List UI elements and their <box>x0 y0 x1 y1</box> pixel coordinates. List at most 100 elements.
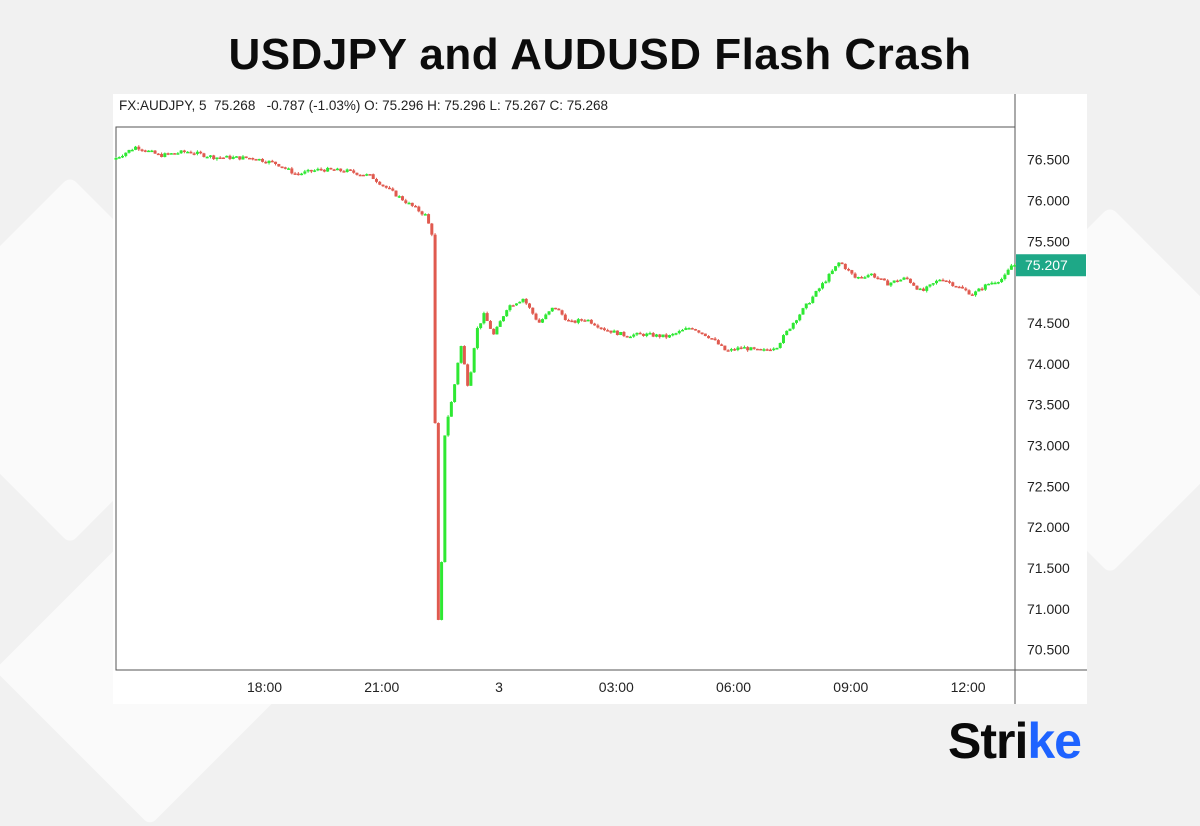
candle-body <box>567 319 571 322</box>
candlestick-chart[interactable]: 76.500 76.000 75.500 74.500 74.000 73.500 73.0… <box>113 94 1087 704</box>
candle-body <box>182 150 186 153</box>
candle-body <box>609 330 613 333</box>
candle-body <box>570 320 574 323</box>
candle-body <box>892 280 896 283</box>
candle-body <box>387 187 391 190</box>
candle-body <box>713 338 717 341</box>
candle-body <box>339 168 343 172</box>
candle-body <box>270 160 274 163</box>
x-tick-label: 03:00 <box>599 679 634 695</box>
candle-body <box>990 282 994 285</box>
candle-body <box>1003 274 1007 279</box>
candle-body <box>908 278 912 283</box>
candle-body <box>856 277 860 279</box>
candle-body <box>290 168 294 174</box>
candle-body <box>941 279 945 282</box>
candle-body <box>866 275 870 278</box>
candle-body <box>264 161 268 164</box>
candle-body <box>202 153 206 157</box>
candle-body <box>433 234 437 424</box>
candle-body <box>199 151 203 154</box>
candle-body <box>391 188 395 191</box>
y-tick-label: 76.000 <box>1027 192 1070 208</box>
candle-body <box>420 211 424 215</box>
candle-body <box>492 328 496 335</box>
candle-body <box>589 319 593 324</box>
brand-logo: Strike <box>948 712 1082 770</box>
candle-body <box>521 298 525 302</box>
candle-body <box>212 155 216 160</box>
candle-body <box>580 319 584 321</box>
y-tick-label: 75.500 <box>1027 233 1070 249</box>
candle-body <box>241 156 245 160</box>
y-tick-label: 73.500 <box>1027 397 1070 413</box>
y-tick-label: 74.500 <box>1027 315 1070 331</box>
candle-body <box>195 151 199 154</box>
candle-body <box>251 157 255 160</box>
candle-body <box>912 282 916 286</box>
candle-body <box>234 156 238 158</box>
candle-body <box>882 278 886 281</box>
candle-body <box>244 156 248 158</box>
candle-body <box>423 214 427 216</box>
candle-body <box>948 281 952 283</box>
y-tick-label: 76.500 <box>1027 152 1070 168</box>
candle-body <box>736 347 740 350</box>
candle-body <box>863 277 867 279</box>
candle-body <box>287 168 291 170</box>
candle-body <box>925 286 929 291</box>
chart-frame[interactable]: 76.500 76.000 75.500 74.500 74.000 73.500 73.0… <box>113 94 1087 704</box>
candle-body <box>306 169 310 172</box>
candle-body <box>485 313 489 322</box>
candle-body <box>716 340 720 345</box>
candle-body <box>453 384 457 403</box>
candle-body <box>674 333 678 335</box>
candle-body <box>322 169 326 172</box>
candle-body <box>534 313 538 320</box>
candle-body <box>938 279 942 282</box>
candle-body <box>964 288 968 291</box>
candle-body <box>352 170 356 173</box>
page-title: USDJPY and AUDUSD Flash Crash <box>228 30 972 79</box>
candle-body <box>954 286 958 288</box>
candle-body <box>394 190 398 197</box>
candle-body <box>645 333 649 336</box>
candle-body <box>365 174 369 176</box>
candle-body <box>931 283 935 285</box>
candle-body <box>179 150 183 154</box>
candle-body <box>840 262 844 265</box>
candle-body <box>1013 265 1017 267</box>
plot-area <box>115 126 1016 671</box>
candle-body <box>528 303 532 308</box>
candle-body <box>759 348 763 351</box>
candle-body <box>550 307 554 312</box>
candle-body <box>541 319 545 323</box>
candle-body <box>928 284 932 287</box>
candle-body <box>902 277 906 280</box>
candle-body <box>876 277 880 280</box>
candle-body <box>1000 278 1004 283</box>
candle-body <box>410 202 414 206</box>
candle-body <box>625 336 629 338</box>
candle-body <box>720 344 724 346</box>
candle-body <box>247 157 251 160</box>
candle-body <box>462 346 466 365</box>
candle-body <box>511 305 515 307</box>
candle-body <box>573 320 577 323</box>
candle-body <box>280 166 284 168</box>
candle-body <box>309 169 313 172</box>
candle-body <box>726 350 730 352</box>
candle-body <box>837 262 841 267</box>
x-tick-label: 09:00 <box>833 679 868 695</box>
candle-body <box>505 310 509 317</box>
candle-body <box>921 288 925 291</box>
candle-body <box>417 206 421 212</box>
candle-body <box>345 169 349 172</box>
candle-body <box>114 157 118 160</box>
candle-body <box>456 362 460 385</box>
candle-body <box>596 325 600 328</box>
candle-body <box>791 322 795 329</box>
y-tick-label: 73.000 <box>1027 437 1070 453</box>
candle-body <box>319 168 323 171</box>
candle-body <box>628 336 632 339</box>
